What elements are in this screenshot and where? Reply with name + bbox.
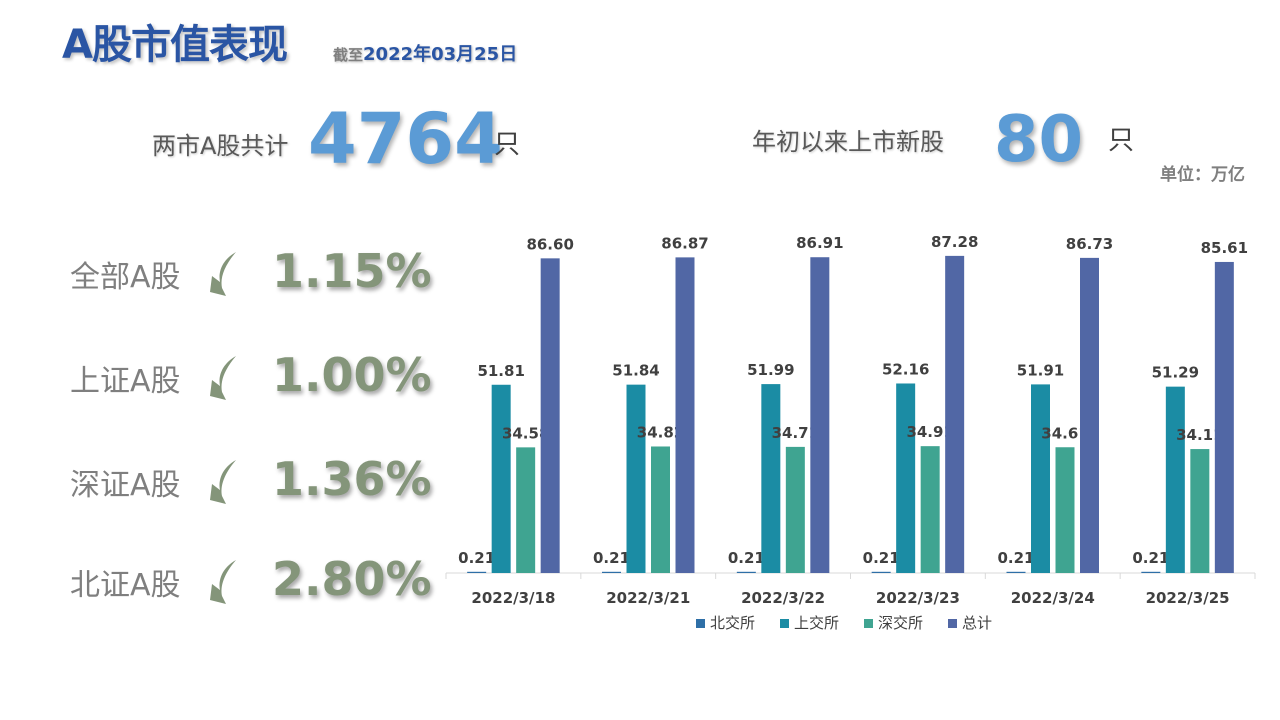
data-label: 85.61 [1201, 239, 1248, 257]
down-arrow-icon [210, 252, 236, 296]
perf-value: 2.80% [272, 552, 432, 606]
x-tick-label: 2022/3/18 [471, 589, 555, 607]
data-label: 87.28 [931, 233, 978, 251]
bar [761, 384, 781, 573]
as-of-date: 截至2022年03月25日 [333, 40, 517, 66]
as-of-prefix: 截至 [333, 46, 364, 64]
data-label: 0.21 [728, 549, 765, 567]
total-stocks-unit: 只 [494, 130, 521, 160]
data-label: 0.21 [863, 549, 900, 567]
bar [1006, 571, 1026, 573]
x-tick-label: 2022/3/21 [606, 589, 690, 607]
legend-swatch [948, 619, 957, 628]
data-label: 51.84 [612, 362, 659, 380]
bar [871, 571, 891, 573]
data-label: 0.21 [997, 549, 1034, 567]
total-stocks-value: 4764 [308, 98, 503, 180]
x-tick-label: 2022/3/24 [1011, 589, 1095, 607]
legend-label: 深交所 [878, 614, 923, 632]
x-tick-label: 2022/3/23 [876, 589, 960, 607]
data-label: 34.82 [637, 423, 684, 441]
bar [945, 255, 965, 573]
data-label: 86.91 [796, 234, 843, 252]
bar [810, 257, 830, 573]
data-label: 34.71 [772, 424, 819, 442]
data-label: 34.61 [1041, 424, 1088, 442]
bar [736, 571, 756, 573]
new-listings-value: 80 [994, 103, 1084, 177]
data-label: 52.16 [882, 360, 929, 378]
bar [1141, 571, 1161, 573]
perf-row-all-a: 全部A股 1.15% [70, 244, 432, 304]
x-tick-label: 2022/3/22 [741, 589, 825, 607]
bar [626, 384, 646, 573]
bar [1214, 261, 1234, 573]
bar [896, 383, 916, 573]
data-label: 51.91 [1017, 361, 1064, 379]
bar [516, 447, 536, 573]
data-label: 51.81 [477, 362, 524, 380]
data-label: 34.58 [502, 424, 549, 442]
total-stocks-label: 两市A股共计 [152, 132, 289, 160]
data-label: 51.29 [1152, 364, 1199, 382]
bar [491, 384, 511, 573]
down-arrow-icon [210, 460, 236, 504]
legend-label: 上交所 [794, 614, 839, 632]
perf-name: 北证A股 [70, 568, 181, 603]
legend-swatch [864, 619, 873, 628]
legend-swatch [780, 619, 789, 628]
data-label: 34.11 [1176, 426, 1223, 444]
new-listings-label: 年初以来上市新股 [752, 128, 944, 156]
unit-note: 单位：万亿 [1160, 165, 1245, 185]
down-arrow-icon [210, 356, 236, 400]
new-listings-unit: 只 [1108, 126, 1135, 156]
page-title: A股市值表现 [62, 22, 288, 68]
legend-label: 总计 [962, 614, 992, 632]
perf-name: 深证A股 [70, 468, 181, 503]
bar [651, 446, 670, 573]
perf-name: 全部A股 [70, 260, 181, 295]
bar [1165, 386, 1185, 573]
perf-value: 1.15% [272, 244, 432, 298]
market-cap-bar-chart: 0.21 51.81 34.58 86.60 2022/3/18 0.21 51.84 34.… [445, 233, 1256, 632]
as-of-date-value: 2022年03月25日 [363, 44, 518, 65]
perf-value: 1.36% [272, 452, 432, 506]
data-label: 0.21 [1132, 549, 1169, 567]
data-label: 34.91 [906, 423, 953, 441]
data-label: 0.21 [458, 549, 495, 567]
bar [785, 446, 805, 573]
bar [1190, 449, 1210, 573]
perf-row-sse-a: 上证A股 1.00% [70, 348, 432, 408]
legend-swatch [696, 619, 705, 628]
data-label: 0.21 [593, 549, 630, 567]
perf-row-bse-a: 北证A股 2.80% [70, 552, 432, 612]
bar [920, 446, 940, 573]
bar [675, 257, 695, 573]
bar [602, 571, 621, 573]
data-label: 86.87 [661, 234, 708, 252]
perf-name: 上证A股 [70, 364, 181, 399]
bar [540, 258, 560, 573]
bar [1031, 384, 1050, 573]
bar [1080, 257, 1099, 573]
bar [467, 571, 487, 573]
data-label: 51.99 [747, 361, 794, 379]
data-label: 86.73 [1066, 235, 1113, 253]
perf-value: 1.00% [272, 348, 432, 402]
down-arrow-icon [210, 560, 236, 604]
x-tick-label: 2022/3/25 [1146, 589, 1230, 607]
bar [1055, 447, 1075, 573]
legend-label: 北交所 [710, 614, 755, 632]
data-label: 86.60 [526, 235, 573, 253]
perf-row-szse-a: 深证A股 1.36% [70, 452, 432, 512]
